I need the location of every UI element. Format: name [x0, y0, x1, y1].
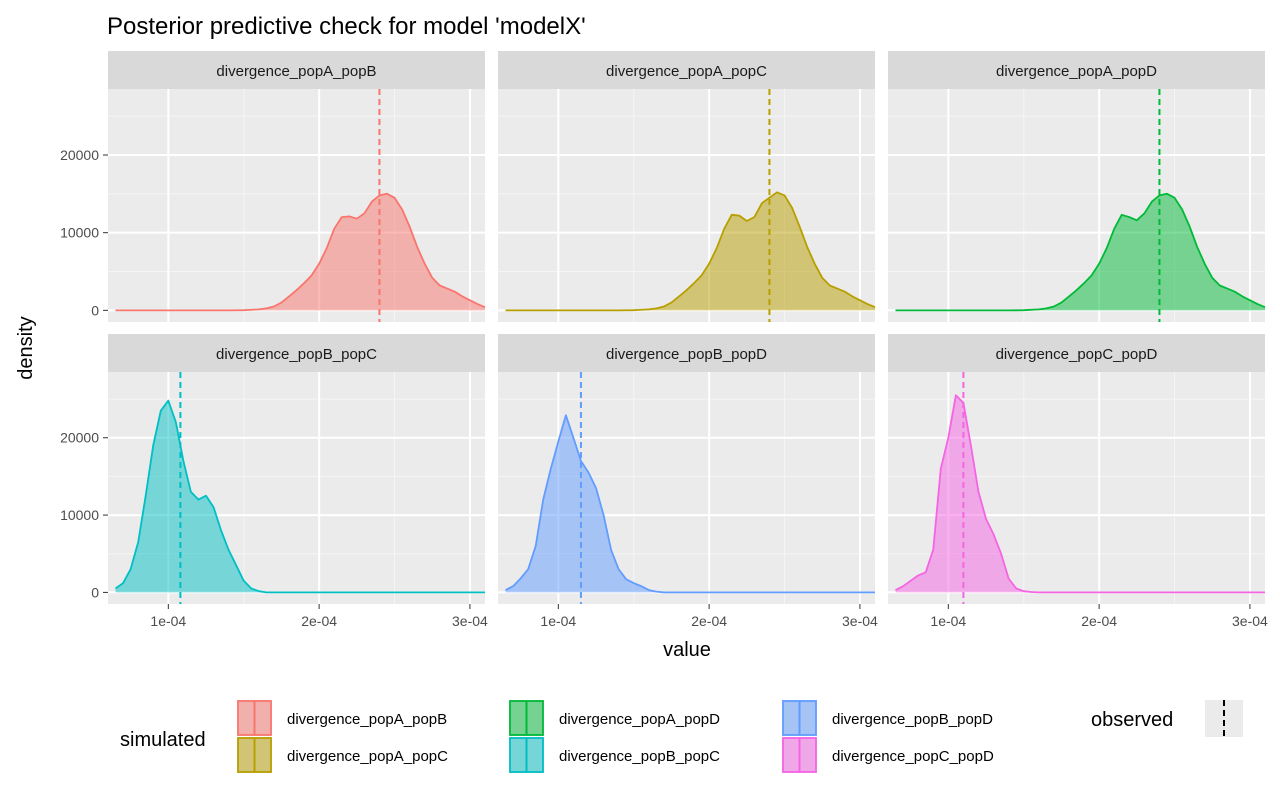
legend: simulated divergence_popA_popB divergence_… [120, 700, 1243, 773]
density-area-divergence_popA_popD [895, 193, 1265, 311]
facet-panel-divergence_popB_popD: divergence_popB_popD 1e-04 2e-04 3e-04 [498, 334, 878, 629]
x-tick-label: 2e-04 [301, 613, 337, 629]
legend-item-divergence_popB_popD: divergence_popB_popD [782, 700, 993, 736]
legend-item-label: divergence_popA_popD [559, 711, 720, 728]
legend-item-divergence_popB_popC: divergence_popB_popC [509, 737, 720, 773]
density-line-divergence_popC_popD [895, 394, 1265, 594]
y-tick-label: 0 [91, 584, 99, 600]
facet-strip [498, 51, 875, 89]
x-tick-label: 1e-04 [540, 613, 576, 629]
facet-strip-label: divergence_popA_popB [216, 63, 376, 80]
legend-item-divergence_popA_popC: divergence_popA_popC [237, 737, 448, 773]
y-tick-label: 10000 [60, 507, 99, 523]
facet-strip-label: divergence_popC_popD [996, 346, 1158, 363]
facet-strip-label: divergence_popB_popC [216, 346, 377, 363]
y-tick-label: 10000 [60, 225, 99, 241]
legend-item-label: divergence_popC_popD [832, 748, 994, 765]
x-tick-label: 3e-04 [842, 613, 878, 629]
legend-item-divergence_popA_popD: divergence_popA_popD [509, 700, 720, 736]
facet-strip-label: divergence_popA_popD [996, 63, 1157, 80]
density-line-divergence_popB_popC [114, 399, 485, 594]
facet-panel-divergence_popA_popC: divergence_popA_popC [498, 51, 876, 322]
x-axis-title: value [663, 639, 711, 661]
facet-panel-divergence_popB_popC: divergence_popB_popC 0 10000 20000 1e-04 2e-0… [60, 334, 488, 629]
legend-title-simulated: simulated [120, 729, 206, 751]
facet-strip [108, 51, 485, 89]
x-tick-label: 3e-04 [452, 613, 488, 629]
facet-panels: divergence_popA_popB01000020000divergenc… [60, 51, 1268, 629]
density-line-divergence_popA_popD [895, 192, 1266, 312]
legend-item-label: divergence_popA_popB [287, 711, 447, 728]
legend-item-label: divergence_popB_popD [832, 711, 993, 728]
facet-strip [498, 334, 875, 372]
x-tick-label: 3e-04 [1232, 613, 1268, 629]
legend-item-label: divergence_popA_popC [287, 748, 448, 765]
legend-title-observed: observed [1091, 709, 1173, 731]
density-area-divergence_popA_popC [505, 192, 875, 311]
density-line-divergence_popA_popB [115, 192, 486, 312]
facet-panel-divergence_popC_popD: divergence_popC_popD 1e-04 2e-04 3e-04 [888, 334, 1268, 629]
x-tick-label: 2e-04 [1081, 613, 1117, 629]
y-tick-label: 0 [91, 302, 99, 318]
density-line-divergence_popA_popC [505, 191, 876, 312]
x-tick-label: 2e-04 [691, 613, 727, 629]
facet-strip [108, 334, 485, 372]
y-tick-label: 20000 [60, 430, 99, 446]
x-tick-label: 1e-04 [930, 613, 966, 629]
facet-strip-label: divergence_popA_popC [606, 63, 767, 80]
chart-title: Posterior predictive check for model 'mo… [107, 13, 586, 40]
facet-panel-divergence_popA_popB: divergence_popA_popB 0 10000 20000 [60, 51, 486, 322]
x-tick-label: 1e-04 [150, 613, 186, 629]
density-area-divergence_popA_popB [115, 193, 485, 311]
density-area-divergence_popB_popD [505, 415, 875, 593]
facet-strip-label: divergence_popB_popD [606, 346, 767, 363]
y-axis-title: density [15, 316, 37, 379]
facet-strip [888, 334, 1265, 372]
density-area-divergence_popC_popD [895, 395, 1265, 593]
legend-item-divergence_popC_popD: divergence_popC_popD [782, 737, 994, 773]
legend-item-label: divergence_popB_popC [559, 748, 720, 765]
legend-item-divergence_popA_popB: divergence_popA_popB [237, 700, 447, 736]
facet-panel-divergence_popA_popD: divergence_popA_popD [888, 51, 1266, 322]
density-area-divergence_popB_popC [115, 400, 485, 593]
y-tick-label: 20000 [60, 147, 99, 163]
density-line-divergence_popB_popD [505, 414, 875, 594]
facet-strip [888, 51, 1265, 89]
